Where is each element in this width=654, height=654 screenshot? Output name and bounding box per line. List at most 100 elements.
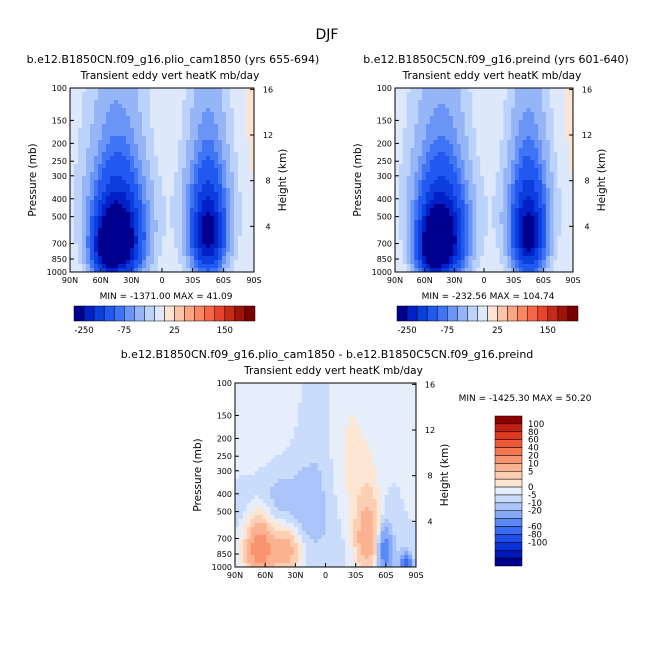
contour-cell xyxy=(114,100,119,105)
contour-cell xyxy=(258,435,263,440)
contour-cell xyxy=(102,152,107,157)
contour-cell xyxy=(526,116,531,121)
contour-cell xyxy=(353,419,358,424)
contour-cell xyxy=(412,415,417,420)
contour-cell xyxy=(511,188,516,193)
contour-cell xyxy=(487,108,493,113)
contour-cell xyxy=(453,224,458,229)
contour-cell xyxy=(437,144,442,149)
contour-cell xyxy=(472,220,477,225)
contour-cell xyxy=(553,124,558,129)
contour-cell xyxy=(480,132,485,137)
contour-cell xyxy=(388,415,393,420)
contour-cell xyxy=(142,180,147,185)
contour-cell xyxy=(170,144,175,149)
contour-cell xyxy=(480,124,485,129)
contour-cell xyxy=(480,112,485,117)
contour-cell xyxy=(553,140,558,145)
contour-cell xyxy=(154,120,159,125)
contour-cell xyxy=(170,216,175,221)
contour-cell xyxy=(400,431,405,436)
contour-cell xyxy=(449,92,454,97)
contour-cell xyxy=(150,144,155,149)
contour-cell xyxy=(487,248,493,253)
contour-cell xyxy=(82,92,87,97)
contour-cell xyxy=(453,244,458,249)
contour-cell xyxy=(190,172,195,177)
contour-cell xyxy=(472,228,477,233)
contour-cell xyxy=(503,204,508,209)
contour-cell xyxy=(134,128,139,133)
contour-cell xyxy=(400,407,405,412)
contour-cell xyxy=(194,128,199,133)
contour-cell xyxy=(242,120,247,125)
contour-cell xyxy=(102,248,107,253)
contour-cell xyxy=(557,228,562,233)
contour-cell xyxy=(142,204,147,209)
contour-cell xyxy=(456,176,462,181)
contour-cell xyxy=(114,124,119,129)
y-tick-label: 250 xyxy=(377,157,392,166)
contour-cell xyxy=(518,244,524,249)
contour-cell xyxy=(542,216,547,221)
contour-cell xyxy=(569,256,574,261)
contour-cell xyxy=(74,124,79,129)
contour-cell xyxy=(511,240,516,245)
contour-cell xyxy=(408,423,413,428)
contour-cell xyxy=(549,188,555,193)
contour-cell xyxy=(400,387,405,392)
contour-cell xyxy=(206,180,211,185)
contour-cell xyxy=(472,108,477,113)
contour-cell xyxy=(534,96,539,101)
contour-cell xyxy=(74,204,79,209)
contour-cell xyxy=(122,92,127,97)
contour-cell xyxy=(138,168,143,173)
contour-cell xyxy=(545,232,551,237)
contour-cell xyxy=(453,96,458,101)
contour-cell xyxy=(491,208,497,213)
contour-cell xyxy=(406,260,411,265)
contour-cell xyxy=(70,176,75,181)
contour-cell xyxy=(472,132,477,137)
contour-cell xyxy=(526,216,531,221)
contour-cell xyxy=(74,144,79,149)
contour-cell xyxy=(392,435,397,440)
contour-cell xyxy=(395,236,400,241)
contour-cell xyxy=(98,160,103,165)
contour-cell xyxy=(78,212,83,217)
contour-cell xyxy=(138,100,143,105)
contour-cell xyxy=(90,264,95,269)
contour-cell xyxy=(561,224,566,229)
contour-cell xyxy=(398,212,404,217)
contour-cell xyxy=(484,252,489,257)
contour-cell xyxy=(210,112,215,117)
contour-cell xyxy=(414,260,419,265)
contour-cell xyxy=(138,176,143,181)
contour-cell xyxy=(400,427,405,432)
contour-cell xyxy=(150,188,155,193)
contour-cell xyxy=(476,120,481,125)
contour-cell xyxy=(206,152,211,157)
contour-cell xyxy=(78,176,83,181)
contour-cell xyxy=(495,164,500,169)
contour-cell xyxy=(511,128,516,133)
contour-cell xyxy=(514,204,520,209)
contour-cell xyxy=(74,108,79,113)
contour-cell xyxy=(553,268,558,273)
contour-cell xyxy=(487,236,493,241)
contour-cell xyxy=(242,184,247,189)
contour-cell xyxy=(158,200,163,205)
contour-cell xyxy=(484,116,489,121)
contour-cell xyxy=(222,172,227,177)
contour-cell xyxy=(82,132,87,137)
contour-cell xyxy=(569,148,574,153)
contour-cell xyxy=(414,268,419,273)
contour-cell xyxy=(194,144,199,149)
contour-cell xyxy=(468,232,473,237)
contour-cell xyxy=(460,88,466,93)
contour-cell xyxy=(402,112,408,117)
contour-cell xyxy=(78,196,83,201)
contour-cell xyxy=(142,116,147,121)
contour-cell xyxy=(484,256,489,261)
contour-cell xyxy=(174,124,179,129)
